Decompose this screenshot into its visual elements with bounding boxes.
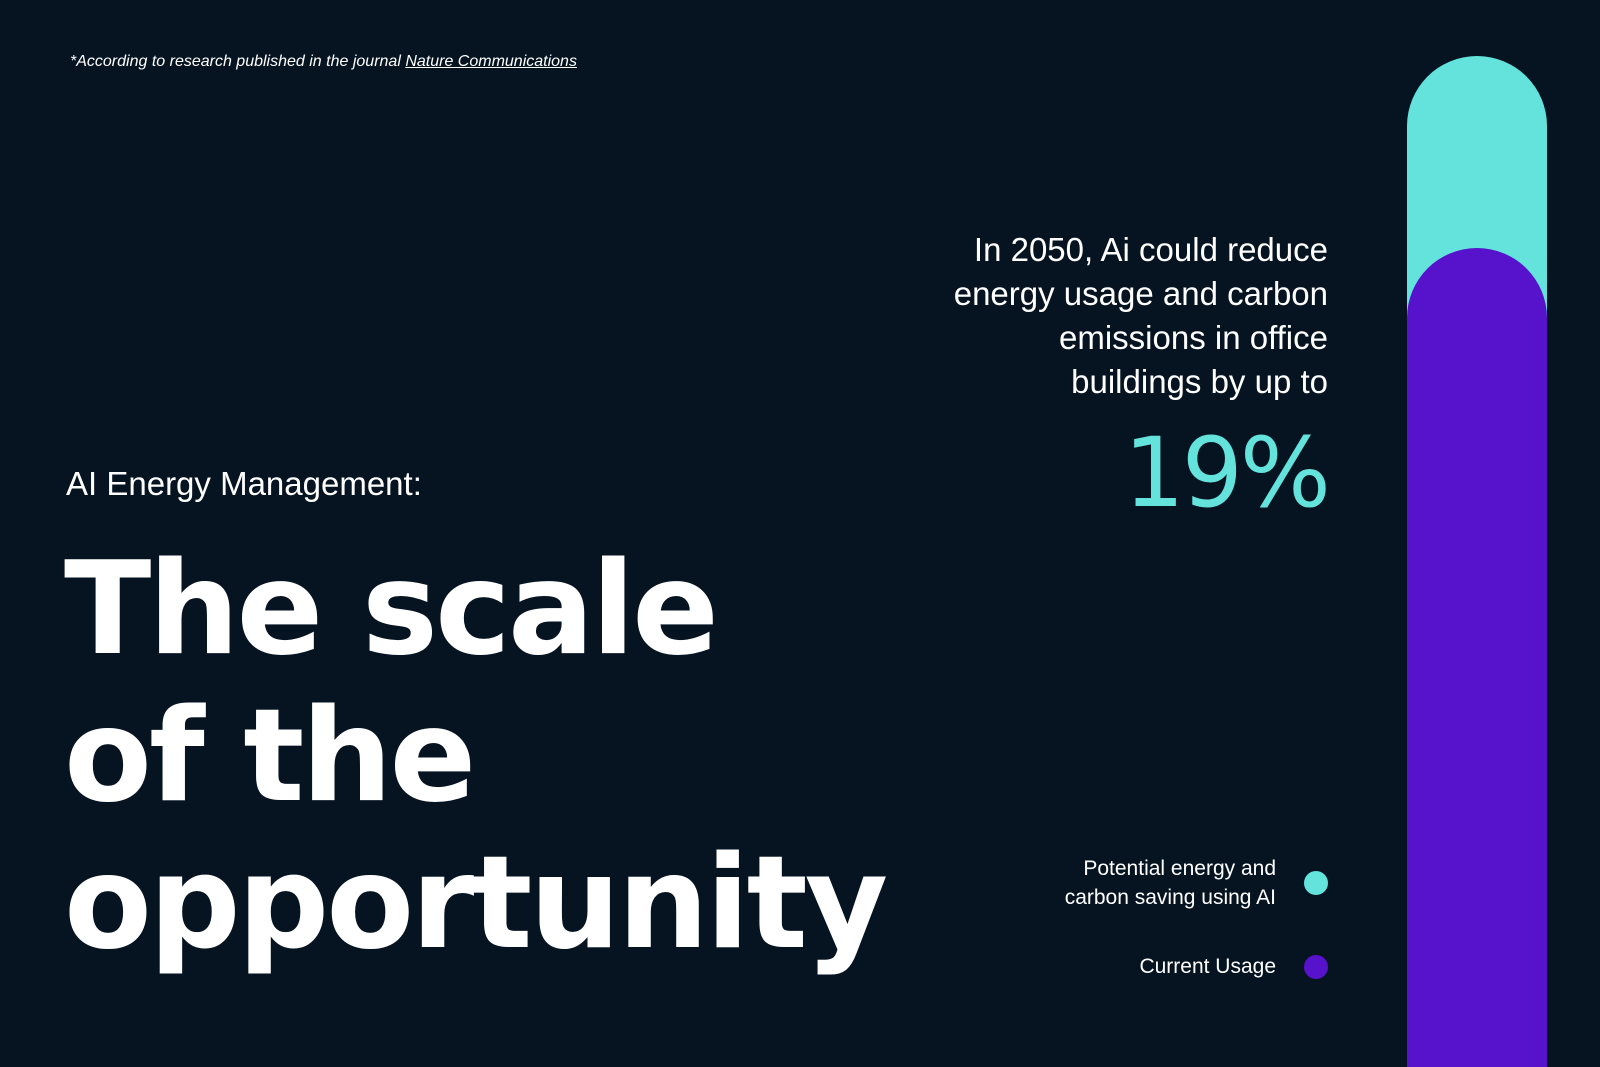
legend-usage-line-1: Current Usage [1139, 955, 1276, 978]
footnote-prefix: *According to research published in the … [70, 53, 406, 70]
headline-line-3: opportunity [64, 829, 888, 978]
stat-line-4: buildings by up to [1071, 363, 1328, 400]
headline-line-2: of the [64, 682, 476, 831]
legend-label-saving: Potential energy and carbon saving using… [1065, 854, 1276, 912]
stat-description: In 2050, Ai could reduce energy usage an… [868, 228, 1328, 404]
legend-item-saving: Potential energy and carbon saving using… [968, 854, 1328, 912]
legend-swatch-usage [1304, 954, 1328, 979]
legend-saving-line-1: Potential energy and [1083, 857, 1276, 880]
headline-line-1: The scale [64, 535, 719, 684]
legend-swatch-saving [1304, 871, 1328, 895]
headline: The scale of the opportunity [64, 535, 888, 978]
legend-label-usage: Current Usage [1139, 952, 1276, 981]
page-subtitle: AI Energy Management: [66, 465, 422, 502]
legend-saving-line-2: carbon saving using AI [1064, 886, 1276, 909]
source-footnote: *According to research published in the … [70, 53, 577, 71]
usage-bar-current-segment [1407, 248, 1547, 1067]
legend-item-usage: Current Usage [968, 952, 1328, 981]
stat-value: 19% [1123, 417, 1331, 529]
usage-bar [1407, 56, 1547, 1067]
journal-link[interactable]: Nature Communications [405, 53, 577, 70]
stat-line-1: In 2050, Ai could reduce [973, 231, 1328, 268]
stat-line-3: emissions in office [1058, 319, 1328, 356]
stat-line-2: energy usage and carbon [953, 275, 1328, 312]
